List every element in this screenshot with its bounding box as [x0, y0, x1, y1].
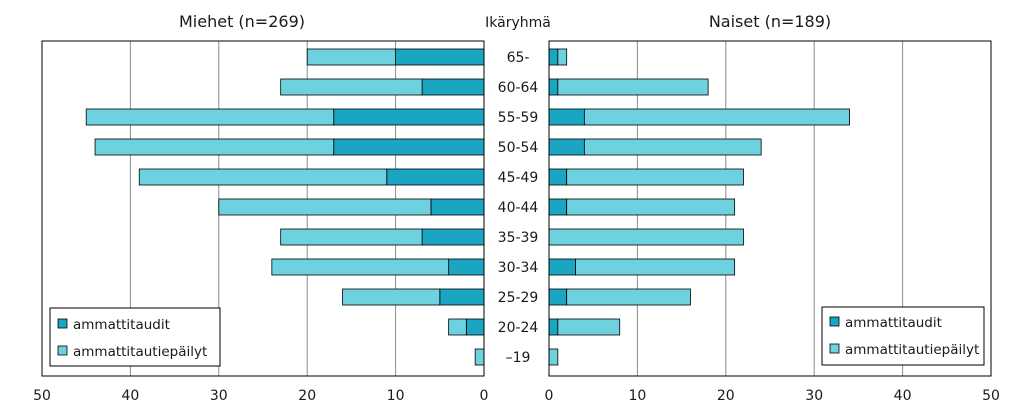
bar-right-55-59-ammattitautiepailyt — [583, 108, 850, 126]
men-bars — [85, 48, 485, 366]
bar-left-55-59-ammattitautiepailyt — [85, 108, 335, 126]
bar-right-60-64-ammattitautiepailyt — [557, 78, 709, 96]
bar-left-45-49-ammattitaudit — [386, 168, 485, 186]
women-legend-label-ammattitautiepailyt: ammattitautiepäilyt — [845, 342, 979, 358]
x-tick-left-0: 0 — [480, 388, 489, 404]
men-legend-swatch-ammattitaudit — [57, 318, 68, 329]
men-x-axis-ticks: 50 40 30 20 10 0 — [33, 388, 488, 404]
bar-right-65--ammattitautiepailyt — [557, 48, 568, 66]
men-panel-title: Miehet (n=269) — [179, 12, 305, 31]
x-tick-right-40: 40 — [894, 388, 912, 404]
women-legend-swatch-ammattitautiepailyt — [829, 343, 840, 354]
x-tick-right-0: 0 — [545, 388, 554, 404]
women-legend: ammattitaudit ammattitautiepäilyt — [821, 306, 985, 366]
bar-left-20-24-ammattitautiepailyt — [448, 318, 467, 336]
x-tick-right-30: 30 — [805, 388, 823, 404]
men-legend: ammattitaudit ammattitautiepäilyt — [49, 307, 221, 367]
bar-right-–19-ammattitautiepailyt — [548, 348, 559, 366]
women-legend-label-ammattitaudit: ammattitaudit — [845, 315, 942, 331]
bar-right-25-29-ammattitautiepailyt — [566, 288, 691, 306]
age-label-8: 25-29 — [498, 290, 539, 306]
women-x-axis-ticks: 50 40 30 20 10 0 — [545, 388, 1000, 404]
x-tick-right-50: 50 — [982, 388, 1000, 404]
bar-left-55-59-ammattitaudit — [333, 108, 485, 126]
x-tick-left-50: 50 — [33, 388, 51, 404]
age-label-5: 40-44 — [498, 200, 539, 216]
bar-right-30-34-ammattitautiepailyt — [575, 258, 736, 276]
x-tick-left-30: 30 — [210, 388, 228, 404]
women-legend-box — [821, 306, 985, 366]
bar-left-50-54-ammattitautiepailyt — [94, 138, 335, 156]
age-label-6: 35-39 — [498, 230, 539, 246]
bar-right-50-54-ammattitautiepailyt — [583, 138, 762, 156]
bar-right-60-64-ammattitaudit — [548, 78, 559, 96]
age-label-7: 30-34 — [498, 260, 539, 276]
bar-left-35-39-ammattitautiepailyt — [280, 228, 423, 246]
bar-left-25-29-ammattitautiepailyt — [342, 288, 441, 306]
age-label-9: 20-24 — [498, 320, 539, 336]
bar-left-40-44-ammattitautiepailyt — [218, 198, 432, 216]
age-label-4: 45-49 — [498, 170, 539, 186]
bar-right-30-34-ammattitaudit — [548, 258, 576, 276]
men-panel: 50 40 30 20 10 0 — [33, 40, 488, 404]
men-legend-label-ammattitautiepailyt: ammattitautiepäilyt — [73, 344, 207, 360]
bar-left-50-54-ammattitaudit — [333, 138, 485, 156]
men-legend-box — [49, 307, 221, 367]
bar-left-25-29-ammattitaudit — [439, 288, 485, 306]
x-tick-left-10: 10 — [387, 388, 405, 404]
men-legend-swatch-ammattitautiepailyt — [57, 345, 68, 356]
age-label-0: 65- — [507, 50, 530, 66]
bar-right-50-54-ammattitaudit — [548, 138, 585, 156]
bar-right-65--ammattitaudit — [548, 48, 559, 66]
x-tick-right-20: 20 — [717, 388, 735, 404]
bar-left-60-64-ammattitaudit — [421, 78, 485, 96]
women-bars — [548, 48, 850, 366]
bar-right-20-24-ammattitautiepailyt — [557, 318, 621, 336]
age-label-2: 55-59 — [498, 110, 539, 126]
women-plot-frame — [548, 40, 992, 377]
bar-right-45-49-ammattitautiepailyt — [566, 168, 744, 186]
bar-left-60-64-ammattitautiepailyt — [280, 78, 423, 96]
bar-left-40-44-ammattitaudit — [430, 198, 485, 216]
age-group-header: Ikäryhmä — [485, 15, 551, 31]
x-tick-left-20: 20 — [298, 388, 316, 404]
women-panel: 50 40 30 20 10 0 — [545, 40, 1000, 404]
bar-left-–19-ammattitautiepailyt — [474, 348, 485, 366]
bar-left-20-24-ammattitaudit — [465, 318, 485, 336]
age-label-1: 60-64 — [498, 80, 539, 96]
men-plot-frame — [41, 40, 485, 377]
women-legend-swatch-ammattitaudit — [829, 316, 840, 327]
bar-left-30-34-ammattitautiepailyt — [271, 258, 450, 276]
bar-right-40-44-ammattitaudit — [548, 198, 568, 216]
x-tick-left-40: 40 — [121, 388, 139, 404]
women-panel-title: Naiset (n=189) — [709, 12, 831, 31]
bar-left-45-49-ammattitautiepailyt — [138, 168, 388, 186]
bar-right-45-49-ammattitaudit — [548, 168, 568, 186]
men-legend-label-ammattitaudit: ammattitaudit — [73, 317, 170, 333]
bar-right-25-29-ammattitaudit — [548, 288, 568, 306]
bar-right-55-59-ammattitaudit — [548, 108, 585, 126]
age-label-3: 50-54 — [498, 140, 539, 156]
age-label-10: –19 — [506, 350, 531, 366]
bar-right-35-39-ammattitautiepailyt — [548, 228, 744, 246]
bar-left-35-39-ammattitaudit — [421, 228, 485, 246]
bar-left-30-34-ammattitaudit — [448, 258, 485, 276]
x-tick-right-10: 10 — [628, 388, 646, 404]
bar-left-65--ammattitaudit — [395, 48, 485, 66]
bar-left-65--ammattitautiepailyt — [306, 48, 397, 66]
bar-right-40-44-ammattitautiepailyt — [566, 198, 736, 216]
bar-right-20-24-ammattitaudit — [548, 318, 559, 336]
age-group-labels: 65- 60-64 55-59 50-54 45-49 40-44 35-39 30-34 25… — [498, 50, 539, 366]
